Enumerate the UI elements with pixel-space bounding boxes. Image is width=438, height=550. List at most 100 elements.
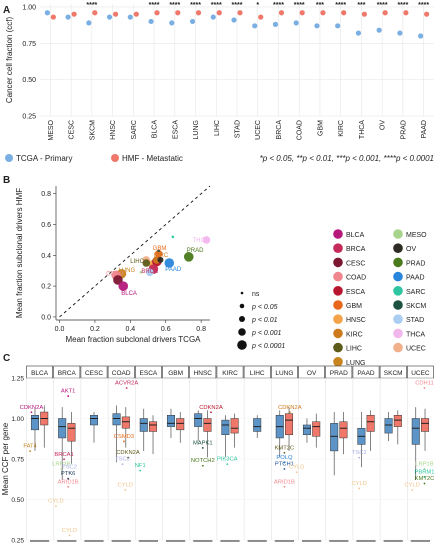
c-gene-label: NOTCH2 xyxy=(191,458,215,464)
b-size-legend-swatch xyxy=(240,291,244,295)
a-ytick-label: 0.25 xyxy=(22,114,36,121)
a-xtick-label: BRCA xyxy=(276,120,283,140)
b-point-label: COAD xyxy=(106,271,124,277)
a-point-metastatic xyxy=(112,11,119,17)
b-legend-swatch xyxy=(393,243,403,253)
b-xtick-label: 0.4 xyxy=(125,326,135,333)
c-gene-label: ACVR2A xyxy=(115,380,138,386)
a-xtick-label: KIRC xyxy=(338,120,345,137)
b-point-lihc xyxy=(142,259,151,267)
a-xtick-label: BLCA xyxy=(152,120,159,139)
c-box-metastatic xyxy=(230,418,239,434)
a-point-metastatic xyxy=(382,10,388,16)
c-facet-label: LIHC xyxy=(250,370,265,377)
c-annotation-point xyxy=(295,471,298,474)
b-legend-label: GBM xyxy=(346,303,362,310)
a-significance-label: *** xyxy=(357,2,365,9)
a-xtick-label: PRAD xyxy=(400,120,407,139)
c-gene-label: CYLD xyxy=(405,483,420,489)
a-point-primary xyxy=(106,14,113,20)
a-xtick-label: UCEC xyxy=(255,120,262,140)
b-point-label: BRCA xyxy=(141,269,158,275)
b-size-legend-label: p < 0.01 xyxy=(251,317,278,324)
a-point-metastatic xyxy=(361,11,368,17)
c-facet-label: KIRC xyxy=(222,370,238,377)
c-box-primary xyxy=(112,413,121,426)
c-annotation-point xyxy=(358,487,361,490)
b-legend-swatch xyxy=(393,342,403,353)
c-annotation-point xyxy=(67,485,70,488)
c-facet-label: HNSC xyxy=(194,370,213,377)
b-legend-swatch xyxy=(393,328,403,339)
a-point-metastatic xyxy=(133,11,139,17)
c-ytick-label: 0.25 xyxy=(11,538,24,545)
a-point-metastatic xyxy=(175,10,181,16)
c-box-primary xyxy=(221,419,230,435)
c-gene-label: LRP1B xyxy=(52,461,71,467)
b-point-label: THCA xyxy=(192,238,208,244)
c-facet-label: BLCA xyxy=(31,370,49,377)
a-point-primary xyxy=(127,14,133,20)
a-xtick-label: HNSC xyxy=(110,120,117,140)
c-ytick-label: 0.75 xyxy=(11,457,24,464)
b-size-legend-label: p < 0.05 xyxy=(251,304,278,311)
c-gene-label: CDKN2A xyxy=(20,405,44,411)
a-xtick-label: ESCA xyxy=(172,120,179,139)
b-x-axis-title: Mean fraction subclonal drivers TCGA xyxy=(65,335,201,344)
a-legend-swatch-metastatic xyxy=(111,154,119,162)
c-annotation-point xyxy=(60,468,63,470)
b-point-ov xyxy=(157,256,164,263)
b-size-legend-swatch xyxy=(239,303,245,309)
c-gene-label: PBRM1 xyxy=(414,470,434,476)
b-legend-label: UCEC xyxy=(406,346,426,353)
b-legend-label: SARC xyxy=(406,289,425,296)
c-annotation-point xyxy=(55,505,57,508)
a-legend-label-primary: TCGA - Primary xyxy=(16,154,72,163)
a-significance-label: **** xyxy=(377,2,388,9)
c-gene-label: CYLD xyxy=(289,465,304,471)
c-gene-label: POLQ xyxy=(276,455,293,461)
a-point-metastatic xyxy=(320,10,326,16)
a-point-primary xyxy=(65,14,71,20)
c-box-primary xyxy=(253,418,262,432)
b-legend-label: LIHC xyxy=(346,346,362,353)
b-legend-label: BRCA xyxy=(346,246,366,253)
a-xtick-label: LUNG xyxy=(193,120,200,139)
c-gene-label: AKT1 xyxy=(61,389,76,395)
b-point-label: GBM xyxy=(153,246,167,252)
panel-c-label: C xyxy=(3,353,10,364)
b-ytick-label: 0.4 xyxy=(41,253,51,260)
a-point-primary xyxy=(231,17,237,23)
b-legend-swatch xyxy=(333,314,343,325)
b-point-thca xyxy=(202,236,211,244)
c-gene-label: CSMD3 xyxy=(114,434,134,440)
a-significance-label: **** xyxy=(149,2,160,9)
c-annotation-point xyxy=(423,476,426,478)
b-size-legend-swatch xyxy=(237,340,247,350)
a-significance-label: *** xyxy=(316,2,324,9)
b-point-label: LUNG xyxy=(118,268,135,274)
c-gene-label: CYLD xyxy=(118,483,133,489)
a-ytick-label: 0.50 xyxy=(22,77,36,84)
a-point-metastatic xyxy=(154,10,160,16)
a-significance-label: **** xyxy=(232,2,243,9)
c-annotation-point xyxy=(139,469,142,472)
c-box-metastatic xyxy=(393,415,402,427)
a-significance-label: **** xyxy=(294,2,305,9)
a-point-metastatic xyxy=(299,10,305,16)
b-y-axis-title: Mean fraction subclonal drivers HMF xyxy=(15,188,24,318)
c-gene-label: ARID1B xyxy=(274,479,295,485)
a-xtick-label: THCA xyxy=(359,120,366,139)
b-legend-swatch xyxy=(333,271,343,282)
a-ytick-label: 0.75 xyxy=(22,41,36,48)
c-box-primary xyxy=(194,413,203,427)
c-ytick-label: 0.50 xyxy=(11,497,24,504)
a-significance-label: **** xyxy=(86,2,97,9)
c-facet-label: GBM xyxy=(168,370,183,377)
c-gene-label: CDKN2A xyxy=(199,405,223,411)
c-annotation-point xyxy=(210,411,212,414)
c-facet-label: PAAD xyxy=(357,370,375,377)
a-point-metastatic xyxy=(278,10,285,16)
c-box-primary xyxy=(30,415,39,431)
c-box-primary xyxy=(90,415,98,426)
